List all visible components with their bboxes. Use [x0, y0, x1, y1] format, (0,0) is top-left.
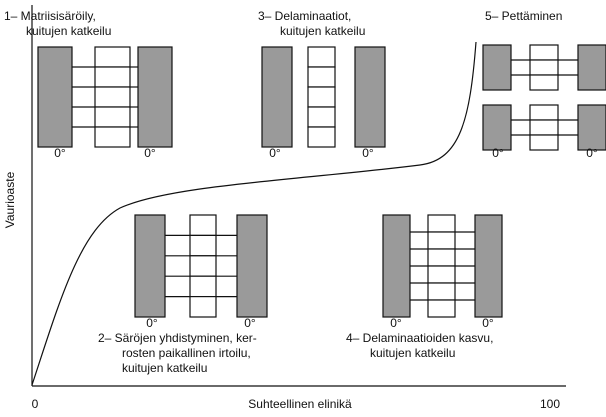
ply-box	[189, 296, 217, 318]
stage-label: 5– Pettäminen	[485, 9, 562, 23]
ply-box	[427, 248, 456, 267]
ply-box	[307, 86, 336, 108]
x-tick-label: 100	[540, 397, 560, 411]
ply-box	[94, 126, 131, 148]
ply-box	[427, 282, 456, 301]
ply-angle-label: 0°	[362, 146, 374, 160]
ply-0deg	[382, 214, 411, 318]
ply-box	[427, 214, 456, 233]
x-tick-label: 0	[32, 397, 39, 411]
ply-box	[529, 104, 559, 121]
ply-box	[529, 59, 559, 76]
ply-0deg	[37, 46, 73, 148]
ply-box	[189, 214, 217, 236]
ply-angle-label: 0°	[269, 146, 281, 160]
stage-label: 3– Delaminaatiot,	[258, 9, 351, 23]
ply-box	[307, 126, 336, 148]
ply-box	[307, 46, 336, 68]
ply-box	[189, 275, 217, 298]
ply-0deg	[261, 46, 293, 148]
ply-box	[189, 234, 217, 257]
ply-0deg	[482, 44, 512, 91]
stage-label: kuitujen katkeilu	[280, 24, 365, 38]
ply-box	[189, 255, 217, 277]
ply-angle-label: 0°	[146, 316, 158, 330]
ply-angle-label: 0°	[586, 146, 598, 160]
ply-box	[427, 299, 456, 318]
ply-0deg	[577, 104, 606, 151]
ply-0deg	[482, 104, 512, 151]
ply-box	[529, 119, 559, 136]
ply-box	[94, 86, 131, 108]
stage-label: kuitujen katkeilu	[122, 361, 207, 375]
ply-box	[94, 66, 131, 88]
ply-angle-label: 0°	[492, 146, 504, 160]
stage-label: 2– Säröjen yhdistyminen, ker-	[98, 331, 257, 345]
ply-box	[529, 44, 559, 61]
stage-label: kuitujen katkeilu	[26, 24, 111, 38]
damage-curve	[31, 41, 477, 386]
y-axis-label: Vaurioaste	[3, 171, 17, 228]
ply-0deg	[236, 214, 268, 318]
ply-0deg	[474, 214, 503, 318]
ply-angle-label: 0°	[482, 316, 494, 330]
ply-0deg	[354, 46, 386, 148]
ply-angle-label: 0°	[54, 146, 66, 160]
ply-box	[94, 106, 131, 128]
stage-label: 1– Matriisisäröily,	[4, 9, 96, 23]
ply-box	[427, 231, 456, 250]
stage-label: 4– Delaminaatioiden kasvu,	[346, 331, 493, 345]
ply-0deg	[137, 46, 173, 148]
ply-box	[529, 74, 559, 91]
ply-box	[94, 46, 131, 68]
ply-angle-label: 0°	[244, 316, 256, 330]
ply-box	[427, 265, 456, 284]
ply-box	[307, 66, 336, 88]
ply-angle-label: 0°	[144, 146, 156, 160]
x-axis-label: Suhteellinen elinikä	[248, 397, 352, 411]
stage-label: kuitujen katkeilu	[370, 346, 455, 360]
stage-label: rosten paikallinen irtoilu,	[122, 346, 251, 360]
ply-0deg	[577, 44, 606, 91]
ply-0deg	[134, 214, 166, 318]
ply-box	[529, 134, 559, 151]
ply-angle-label: 0°	[390, 316, 402, 330]
ply-box	[307, 106, 336, 128]
